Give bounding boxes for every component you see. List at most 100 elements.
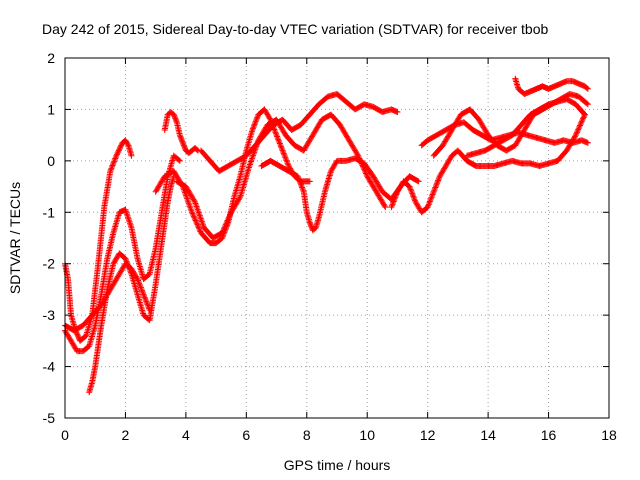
data-point: [428, 194, 435, 201]
series-arc-h: [198, 91, 401, 175]
x-tick-label: 14: [480, 427, 496, 443]
data-point: [196, 227, 203, 234]
data-point: [299, 185, 306, 192]
data-point: [279, 147, 286, 154]
data-point: [277, 141, 284, 148]
y-tick-label: -5: [43, 410, 56, 426]
data-point: [135, 278, 142, 285]
data-point: [583, 100, 590, 107]
data-point: [134, 276, 141, 283]
data-point: [110, 159, 117, 166]
data-point: [138, 287, 145, 294]
data-point: [136, 280, 143, 287]
data-point: [577, 121, 584, 128]
data-point: [574, 128, 581, 135]
data-point: [408, 189, 415, 196]
data-point: [411, 196, 418, 203]
series-arc-n: [463, 96, 588, 159]
y-tick-label: -3: [43, 307, 56, 323]
x-tick-label: 2: [122, 427, 130, 443]
y-tick-label: 1: [47, 101, 55, 117]
data-point: [177, 133, 184, 140]
data-point: [409, 191, 416, 198]
data-point: [140, 291, 147, 298]
data-point: [115, 148, 122, 155]
data-point: [389, 201, 396, 208]
data-point: [236, 195, 243, 202]
data-point: [137, 283, 144, 290]
data-point: [191, 197, 198, 204]
x-tick-labels: 0 2 4 6 8 10 12 14 16 18: [61, 427, 617, 443]
data-point: [388, 204, 395, 211]
data-point: [254, 114, 261, 121]
data-point: [430, 188, 437, 195]
data-point: [117, 143, 124, 150]
data-point: [432, 184, 439, 191]
data-point: [295, 174, 302, 181]
x-tick-label: 8: [303, 427, 311, 443]
data-point: [176, 132, 183, 139]
data-point: [306, 178, 313, 185]
y-tick-label: 2: [47, 50, 55, 66]
data-point: [363, 171, 370, 178]
x-tick-label: 6: [242, 427, 250, 443]
data-point: [584, 85, 591, 92]
data-point: [191, 214, 198, 221]
data-point: [410, 193, 417, 200]
data-point: [111, 158, 118, 165]
data-point: [573, 129, 580, 136]
data-point: [272, 129, 279, 136]
data-point: [172, 116, 179, 123]
data-point: [194, 221, 201, 228]
data-point: [144, 301, 151, 308]
data-point: [116, 146, 123, 153]
data-point: [145, 304, 152, 311]
data-point: [281, 151, 288, 158]
data-points: [62, 75, 591, 396]
data-point: [425, 202, 432, 209]
data-point: [124, 214, 131, 221]
data-point: [284, 160, 291, 167]
data-point: [271, 127, 278, 134]
data-point: [282, 154, 289, 161]
data-point: [424, 204, 431, 211]
data-point: [193, 218, 200, 225]
data-point: [191, 216, 198, 223]
data-point: [127, 223, 134, 230]
data-point: [573, 130, 580, 137]
data-point: [179, 138, 186, 145]
data-point: [296, 178, 303, 185]
data-point: [142, 295, 149, 302]
series-arc-b: [62, 152, 183, 355]
data-point: [133, 274, 140, 281]
data-point: [219, 228, 226, 235]
data-point: [391, 195, 398, 202]
data-point: [141, 292, 148, 299]
data-point: [307, 222, 314, 229]
data-point: [175, 157, 182, 163]
data-point: [75, 334, 82, 340]
data-point: [114, 150, 121, 157]
data-point: [226, 213, 233, 220]
data-point: [390, 199, 397, 206]
data-point: [188, 209, 195, 216]
data-point: [223, 218, 230, 225]
data-point: [584, 101, 591, 108]
data-point: [113, 152, 120, 159]
data-point: [220, 227, 227, 234]
data-point: [126, 218, 133, 225]
data-point: [283, 157, 290, 164]
data-point: [112, 155, 119, 162]
data-point: [195, 224, 202, 231]
data-point: [579, 117, 586, 124]
y-tick-label: -1: [43, 204, 56, 220]
data-point: [431, 187, 438, 194]
data-point: [246, 163, 253, 169]
x-tick-label: 10: [359, 427, 375, 443]
series-arc-g: [173, 111, 389, 241]
data-point: [189, 210, 196, 217]
data-point: [392, 194, 399, 201]
data-point: [142, 297, 149, 304]
y-tick-label: -2: [43, 256, 56, 272]
